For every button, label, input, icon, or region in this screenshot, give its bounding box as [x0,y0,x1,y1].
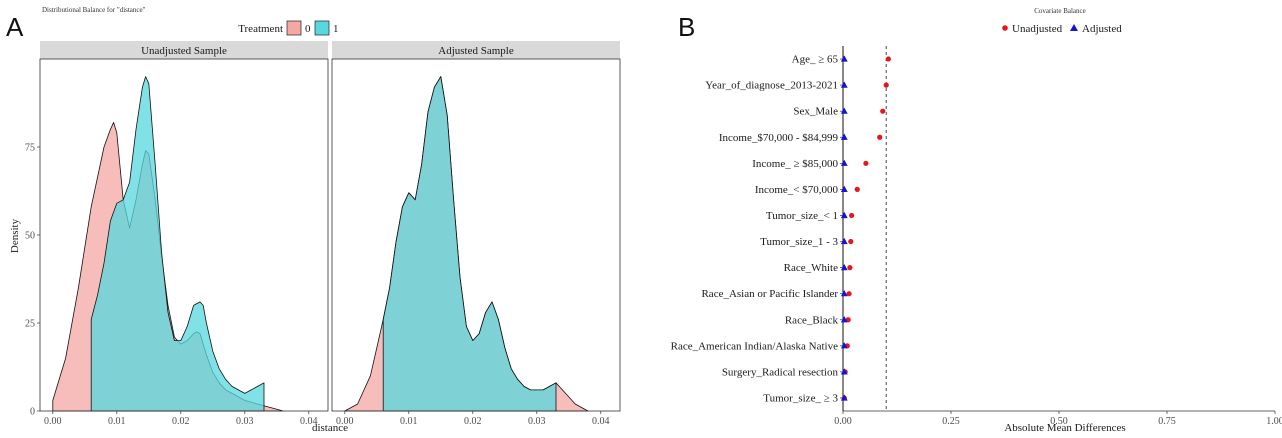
x-tick-label: 0.00 [336,416,354,427]
panel-a-title: Distributional Balance for "distance" [42,6,146,14]
point-unadjusted [847,265,853,271]
strip-unadjusted-label: Unadjusted Sample [141,45,227,57]
point-adjusted [840,159,848,166]
x-tick-label: 0.50 [1050,416,1068,427]
legend-swatch-1 [314,20,330,36]
x-tick-label: 0.01 [400,416,418,427]
legend-title: Treatment [238,23,283,35]
point-unadjusted [863,160,869,166]
x-tick-label: 0.03 [236,416,254,427]
y-axis-title-density: Density [9,218,21,253]
y-tick-label: 50 [25,231,35,242]
x-tick-label: 0.02 [172,416,190,427]
point-adjusted [840,185,848,192]
x-tick-label: 0.02 [464,416,482,427]
panel-b-letter: B [678,12,695,42]
panel-b-legend: Unadjusted Adjusted [1002,23,1122,35]
x-tick-label: 0.75 [1158,416,1176,427]
x-tick-label: 0.04 [300,416,318,427]
y-tick-label: 25 [25,319,35,330]
covariate-label: Income_ ≥ $85,000 [752,158,838,170]
strip-adjusted-label: Adjusted Sample [438,45,514,57]
legend-adjusted-marker [1070,24,1078,31]
covariate-label: Surgery_Radical resection [722,366,839,378]
x-axis-title-distance: distance [312,422,348,434]
covariate-label: Tumor_size_< 1 [766,210,838,222]
point-adjusted [840,368,848,375]
covariate-label: Sex_Male [793,106,838,118]
point-adjusted [840,394,848,401]
point-adjusted [840,290,848,297]
point-adjusted [840,55,848,62]
covariate-label: Race_White [784,262,838,274]
covariate-label: Income_$70,000 - $84,999 [719,132,839,144]
point-unadjusted [885,56,891,62]
covariate-label: Race_American Indian/Alaska Native [671,340,838,352]
covariate-label: Age_ ≥ 65 [792,54,839,66]
density-plot-adjusted [344,76,589,412]
y-tick-label: 75 [25,143,35,154]
x-tick-label: 0.03 [528,416,546,427]
x-tick-label: 0.04 [592,416,610,427]
x-tick-label: 0.00 [44,416,62,427]
covariate-balance-plot: 0.00 0.25 0.50 0.75 1.00 Age_ ≥ 65 Year_of_dia… [671,46,1282,427]
panel-border-adjusted [331,58,621,412]
covariate-label: Race_Black [785,314,839,326]
panel-a-ticks: 0.00 0.01 0.02 0.03 0.04 0 25 50 75 0.00 0.01 0.02 0… [25,143,610,428]
density-area-1 [382,76,557,412]
covariate-label: Year_of_diagnose_2013-2021 [705,80,838,92]
x-tick-label: 1.00 [1266,416,1282,427]
covariate-label: Tumor_size_1 - 3 [760,236,838,248]
covariate-label: Tumor_size_ ≥ 3 [763,392,838,404]
point-adjusted [840,264,848,271]
x-tick-label: 0.25 [942,416,960,427]
y-tick-label: 0 [30,407,35,418]
point-unadjusted [846,291,852,297]
legend-unadjusted-marker [1002,25,1008,31]
point-adjusted [840,237,848,245]
x-tick-label: 0.00 [834,416,852,427]
legend-label-0: 0 [305,23,311,35]
legend-adjusted-label: Adjusted [1082,23,1122,35]
legend-unadjusted-label: Unadjusted [1012,23,1063,35]
strip-adjusted [332,41,620,59]
point-unadjusted [849,212,855,219]
covariate-label: Income_< $70,000 [755,184,839,196]
point-unadjusted [883,82,889,88]
point-adjusted [840,316,848,323]
panel-b-title: Covariate Balance [1034,7,1086,15]
point-adjusted [840,342,848,349]
point-unadjusted [848,238,854,245]
x-tick-label: 0.01 [108,416,126,427]
point-adjusted [840,107,848,114]
point-unadjusted [854,186,860,192]
x-axis-title-amd: Absolute Mean Differences [1004,422,1125,434]
point-adjusted [840,81,848,88]
strip-unadjusted [40,41,328,59]
panel-a-legend: Treatment 0 1 [238,20,339,36]
legend-label-1: 1 [333,23,339,35]
density-plot-unadjusted [52,76,284,412]
density-area-1 [90,76,265,412]
legend-swatch-0 [286,20,302,36]
point-unadjusted [877,134,883,140]
point-adjusted [840,133,848,140]
point-adjusted [840,211,848,219]
covariate-label: Race_Asian or Pacific Islander [701,288,838,300]
panel-a-letter: A [6,12,24,42]
point-unadjusted [880,108,886,114]
